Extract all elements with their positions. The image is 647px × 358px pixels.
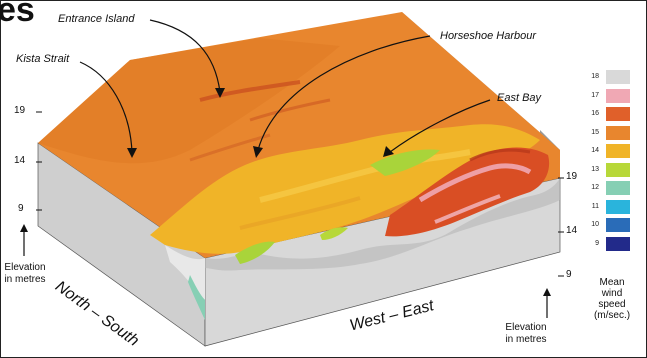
arrow-east-bay <box>389 99 491 153</box>
label-east-bay: East Bay <box>497 92 542 104</box>
arrow-entrance-island <box>149 19 221 93</box>
legend-value: 17 <box>591 91 599 99</box>
legend-swatch <box>606 125 630 140</box>
title-fragment: es <box>0 0 35 29</box>
legend-swatch <box>606 88 630 103</box>
legend-swatch <box>606 236 630 251</box>
legend-item: 15 <box>581 125 641 140</box>
legend-swatch <box>606 107 630 121</box>
right-tick-14: 14 <box>566 225 578 236</box>
legend-item: 10 <box>581 218 641 232</box>
legend-item: 18 <box>581 70 641 84</box>
left-tick-9: 9 <box>18 203 24 214</box>
left-tick-14: 14 <box>14 155 26 166</box>
legend-swatch <box>606 199 630 214</box>
legend-swatch <box>606 70 630 84</box>
left-tick-19: 19 <box>14 105 26 116</box>
legend-swatch <box>606 144 630 158</box>
label-horseshoe-harbour: Horseshoe Harbour <box>440 30 536 42</box>
red-hills <box>385 147 550 237</box>
legend-item: 16 <box>581 107 641 121</box>
label-entrance-island: Entrance Island <box>58 13 135 25</box>
legend-item: 12 <box>581 181 641 195</box>
right-tick-9: 9 <box>566 269 572 280</box>
legend-swatch <box>606 218 630 232</box>
green-patch-south <box>235 241 275 264</box>
left-elevation-label: Elevation in metres <box>4 262 46 285</box>
legend-item: 9 <box>581 236 641 251</box>
legend-value: 11 <box>591 202 599 210</box>
arrow-kista-strait <box>79 61 133 153</box>
legend-value: 9 <box>595 239 599 247</box>
legend-value: 15 <box>591 128 599 136</box>
green-patch-east-bay <box>370 149 440 176</box>
legend-item: 11 <box>581 199 641 214</box>
legend-swatch <box>606 162 630 177</box>
legend-value: 18 <box>591 73 599 80</box>
legend-item: 14 <box>581 144 641 158</box>
right-elevation-label: Elevation in metres <box>505 322 547 345</box>
legend-swatch <box>606 181 630 195</box>
legend-title: Mean wind speed (m/sec.) <box>593 277 631 321</box>
legend-value: 10 <box>591 221 599 228</box>
legend-value: 13 <box>591 165 599 173</box>
label-kista-strait: Kista Strait <box>16 53 70 65</box>
legend-item: 17 <box>581 88 641 103</box>
legend-value: 12 <box>591 184 599 191</box>
arrow-horseshoe-harbour <box>257 35 431 151</box>
right-tick-19: 19 <box>566 171 578 182</box>
legend-value: 16 <box>591 110 599 117</box>
legend-value: 14 <box>591 147 599 154</box>
legend-item: 13 <box>581 162 641 177</box>
